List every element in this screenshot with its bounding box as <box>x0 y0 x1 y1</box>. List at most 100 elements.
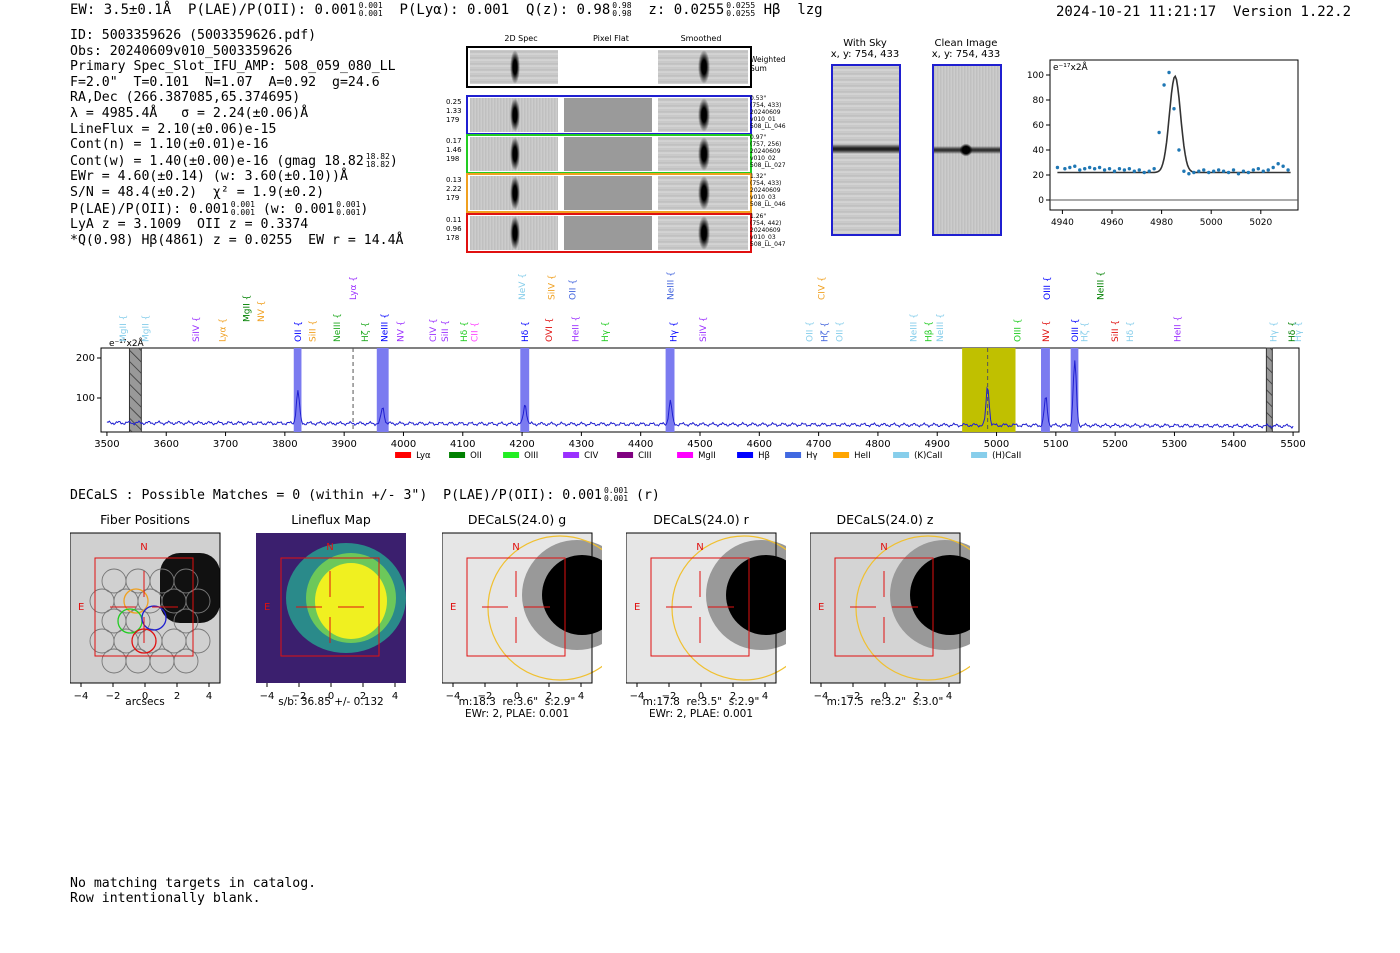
header-summary: EW: 3.5±0.1Å P(LAE)/P(OII): 0.001 0.001 0.… <box>70 1 823 19</box>
zoom-data-point <box>1107 167 1112 171</box>
spec-xtick-label: 3500 <box>94 439 119 450</box>
header-datetime: 2024-10-21 11:21:17 <box>1056 4 1217 20</box>
spec-xtick-label: 4400 <box>628 439 653 450</box>
zoom-data-point <box>1122 168 1127 172</box>
info-primary: Primary Spec_Slot_IFU_AMP: 508_059_080_L… <box>70 59 396 75</box>
spec-xtick-label: 5500 <box>1280 439 1305 450</box>
fiber-circle <box>173 648 199 674</box>
decals-xtick-label: 2 <box>360 691 366 702</box>
cutout-smooth-image <box>658 98 748 132</box>
spec-ytick-label: 200 <box>76 353 95 364</box>
spec-line-label: MgII { <box>119 315 129 342</box>
spec-legend-swatch <box>833 452 850 458</box>
zoom-xtick-label: 5020 <box>1249 218 1272 228</box>
decals-panel: DECaLS(24.0) rNE−4−4−2−2002244m:17.8 re:… <box>626 512 786 727</box>
zoom-data-point <box>1207 170 1211 175</box>
decals-xtick-label: 4 <box>762 691 768 702</box>
decals-panel-caption: s/b: 36.85 +/- 0.132 <box>278 696 384 708</box>
decals-xtick-label: −4 <box>814 691 829 702</box>
header-ew: EW: 3.5±0.1Å <box>70 2 172 18</box>
spec-line-label: Hγ { <box>601 321 611 342</box>
spec-line-label: HeII { <box>571 316 581 342</box>
cutout-row-right-label: 0.53" (754, 433) 20240609 v010_01 508_LL… <box>750 95 786 130</box>
spec-line-label: Hδ { <box>1288 321 1298 342</box>
zoom-data-point <box>1187 172 1191 176</box>
cutout-row <box>466 95 752 135</box>
cutout-source-blob <box>510 176 520 210</box>
decals-xtick-label: 4 <box>578 691 584 702</box>
zoom-data-point <box>1276 162 1280 166</box>
cutout-flat-image <box>564 98 652 132</box>
spec-legend-label: CIV <box>584 451 598 461</box>
zoom-xtick-label: 5000 <box>1200 218 1223 228</box>
zoom-ytick-label: 60 <box>1033 121 1045 131</box>
spec-legend-label: HeII <box>854 451 871 461</box>
info-contn: Cont(n) = 1.10(±0.01)e-16 <box>70 137 269 153</box>
spec-line-highlight <box>1041 348 1050 432</box>
spec-line-label: Hζ { <box>361 322 371 342</box>
spec-line-label: OIII { <box>1043 276 1053 300</box>
cutout-source-blob <box>510 216 520 250</box>
spec-legend-swatch <box>785 452 802 458</box>
header-plya: P(Lyα): 0.001 <box>399 2 510 18</box>
decals-xtick-label: 2 <box>174 691 180 702</box>
zoom-data-point <box>1137 168 1141 172</box>
zoom-data-point <box>1092 167 1097 171</box>
spec-line-label: SiIV { <box>548 274 558 300</box>
spec-line-highlight <box>376 348 389 432</box>
cutout-source-blob <box>510 137 520 171</box>
cutout-flat-image <box>564 137 652 171</box>
header-qz: Q(z): 0.98 <box>525 2 611 18</box>
spec-line-label: OII { <box>568 279 578 300</box>
spec-legend-label: OIII <box>524 451 538 461</box>
decals-selection-box <box>280 557 380 657</box>
decals-panel-title: Lineflux Map <box>291 512 371 527</box>
compass-east: E <box>634 602 640 613</box>
spec-line-label: Hζ { <box>821 322 831 342</box>
zoom-data-point <box>1112 169 1117 173</box>
spec-xtick-label: 3800 <box>272 439 297 450</box>
info-lambda: λ = 4985.4Å σ = 2.24(±0.06)Å <box>70 105 309 121</box>
spec-line-label: SiII { <box>441 320 451 342</box>
fiber-circle <box>185 628 211 654</box>
compass-north: N <box>880 542 887 553</box>
header-version: Version 1.22.2 <box>1233 4 1352 20</box>
decals-xtick-label: 0 <box>142 691 148 702</box>
compass-east: E <box>78 602 84 613</box>
cutout-row-right-label: 0.97" (757, 256) 20240609 v010_02 508_LL… <box>750 134 786 169</box>
info-plae: P(LAE)/P(OII): 0.001 0.001 0.001 (w: 0.001… <box>70 199 369 217</box>
decals-xtick-label: 2 <box>730 691 736 702</box>
spec-xtick-label: 5000 <box>984 439 1009 450</box>
cutout-smooth-image <box>658 176 748 210</box>
with-sky-image <box>831 64 901 236</box>
zoom-data-point <box>1211 169 1216 173</box>
spec-line-label: NeIII { <box>910 313 920 342</box>
decals-galaxy-core <box>726 555 786 635</box>
spec-line-label: NV { <box>397 321 407 342</box>
clean-image <box>932 64 1002 236</box>
zoom-ytick-label: 100 <box>1027 71 1044 81</box>
decals-xtick-label: −4 <box>630 691 645 702</box>
spec-line-label: OII { <box>806 321 816 342</box>
spec-legend-label: Hγ <box>806 451 817 461</box>
spec-line-label: OII { <box>294 321 304 342</box>
zoom-data-point <box>1068 165 1072 170</box>
cutout-row-right-label: 1.32" (754, 433) 20240609 v010_03 508_LL… <box>750 173 786 208</box>
spec-legend-label: OII <box>470 451 482 461</box>
decals-xtick-label: 4 <box>946 691 952 702</box>
header-q-frac: 0.98 0.98 <box>612 1 632 18</box>
decals-panel-caption: m:18.3 re:3.6" s:2.9" EWr: 2, PLAE: 0.00… <box>458 696 576 720</box>
zoom-data-point <box>1216 168 1221 172</box>
decals-panel-plot: NE−4−4−2−2002244 <box>810 532 970 702</box>
info-radec: RA,Dec (266.387085,65.374695) <box>70 90 301 106</box>
spec-xtick-label: 4100 <box>450 439 475 450</box>
header-z-frac: 0.0255 0.0255 <box>726 1 756 18</box>
spec-xtick-label: 4000 <box>391 439 416 450</box>
decals-xtick-label: −2 <box>478 691 493 702</box>
weighted-sum-label: Weighted Sum <box>750 55 786 73</box>
zoom-data-point <box>1063 167 1067 171</box>
spec-frame <box>100 347 1300 433</box>
zoom-data-point <box>1261 169 1265 173</box>
cutout-flat-image <box>564 176 652 210</box>
cutout-2d-image <box>470 137 558 171</box>
